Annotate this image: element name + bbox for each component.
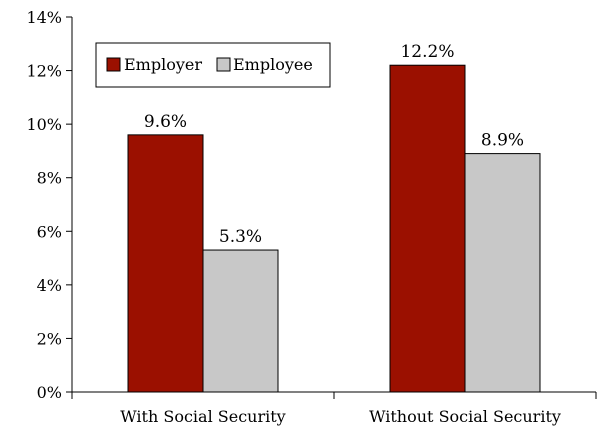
bar-employee — [464, 153, 541, 393]
data-label: 12.2% — [400, 42, 454, 62]
y-tick-label: 0% — [37, 383, 62, 402]
y-tick-label: 8% — [37, 169, 62, 188]
y-tick-label: 14% — [26, 8, 62, 27]
x-category-label: With Social Security — [120, 407, 285, 426]
bar-employee — [202, 249, 279, 393]
legend: Employer Employee — [95, 42, 331, 88]
bars — [127, 64, 541, 393]
bar-employer — [127, 134, 204, 393]
legend-swatch-employer — [106, 57, 121, 72]
legend-box — [95, 42, 331, 88]
legend-swatch-employee — [216, 57, 231, 72]
x-category-label: Without Social Security — [369, 407, 561, 426]
y-tick-label: 12% — [26, 62, 62, 81]
y-tick-label: 4% — [37, 276, 62, 295]
y-tick-label: 10% — [26, 115, 62, 134]
data-label: 8.9% — [481, 131, 524, 151]
data-label: 9.6% — [144, 112, 187, 132]
legend-label-employer: Employer — [124, 55, 202, 74]
data-label: 5.3% — [219, 227, 262, 247]
y-tick-label: 2% — [37, 329, 62, 348]
data-labels: 9.6% 5.3% 12.2% 8.9% — [144, 42, 524, 247]
y-tick-label: 6% — [37, 222, 62, 241]
bar-employer — [389, 64, 466, 393]
y-axis: 0% 2% 4% 6% 8% 10% 12% 14% — [26, 8, 73, 402]
legend-label-employee: Employee — [233, 55, 313, 74]
x-axis: With Social Security Without Social Secur… — [71, 391, 597, 426]
